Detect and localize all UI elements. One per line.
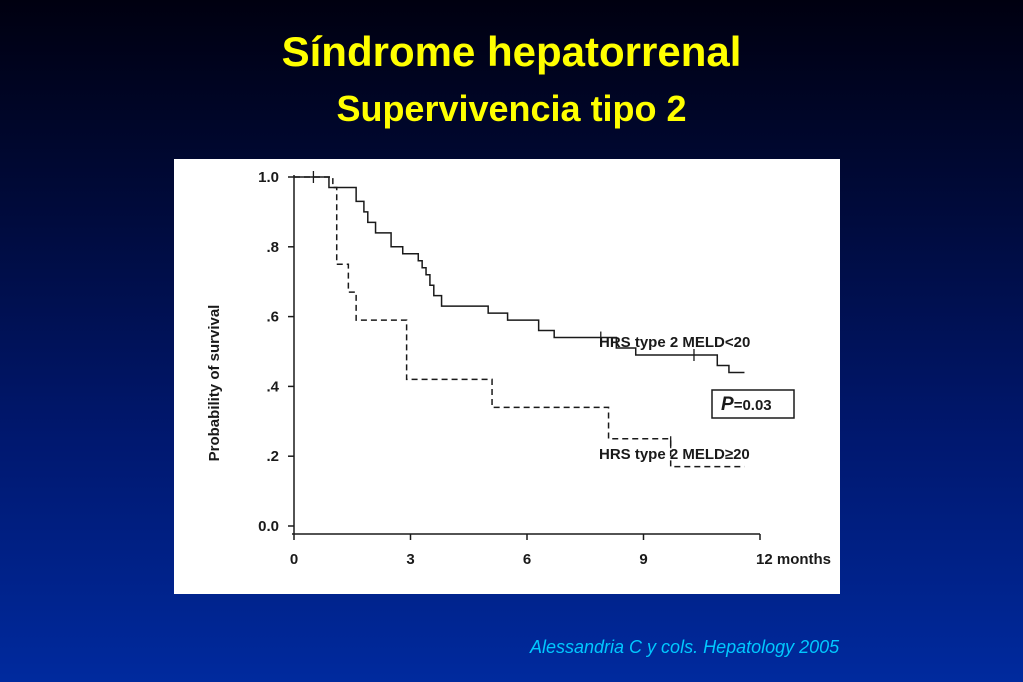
series-label-meld-lt-20: HRS type 2 MELD<20 xyxy=(599,334,750,351)
survival-chart-svg: 0.0 .2 .4 .6 .8 1.0 0 3 6 9 12 months Probability … xyxy=(206,169,831,568)
x-tick-label: 12 months xyxy=(756,551,831,568)
citation: Alessandria C y cols. Hepatology 2005 xyxy=(530,637,840,657)
y-tick-label: 1.0 xyxy=(258,169,279,186)
chart-axes: 0.0 .2 .4 .6 .8 1.0 0 3 6 9 12 months xyxy=(258,169,831,568)
series-line-1 xyxy=(294,176,745,468)
series-label-meld-ge-20: HRS type 2 MELD≥20 xyxy=(599,446,750,463)
pvalue-label: P=0.03 xyxy=(721,394,772,415)
pvalue-number: =0.03 xyxy=(734,397,772,414)
x-tick-label: 0 xyxy=(290,551,298,568)
y-tick-label: .4 xyxy=(266,378,279,395)
x-tick-label: 3 xyxy=(406,551,414,568)
y-tick-label: .8 xyxy=(266,239,279,256)
y-tick-label: 0.0 xyxy=(258,518,279,535)
pvalue-p: P xyxy=(721,394,734,415)
y-tick-label: .2 xyxy=(266,448,279,465)
pvalue-box xyxy=(711,389,795,419)
y-axis-label: Probability of survival xyxy=(206,305,223,462)
survival-chart: 0.0 .2 .4 .6 .8 1.0 0 3 6 9 12 months Probability … xyxy=(174,159,840,594)
slide-title: Síndrome hepatorrenal xyxy=(281,28,742,75)
chart-series xyxy=(294,171,745,468)
x-tick-label: 9 xyxy=(639,551,647,568)
x-tick-label: 6 xyxy=(523,551,531,568)
series-line-0 xyxy=(294,176,745,374)
slide-subtitle: Supervivencia tipo 2 xyxy=(336,88,687,129)
y-tick-label: .6 xyxy=(266,309,279,326)
